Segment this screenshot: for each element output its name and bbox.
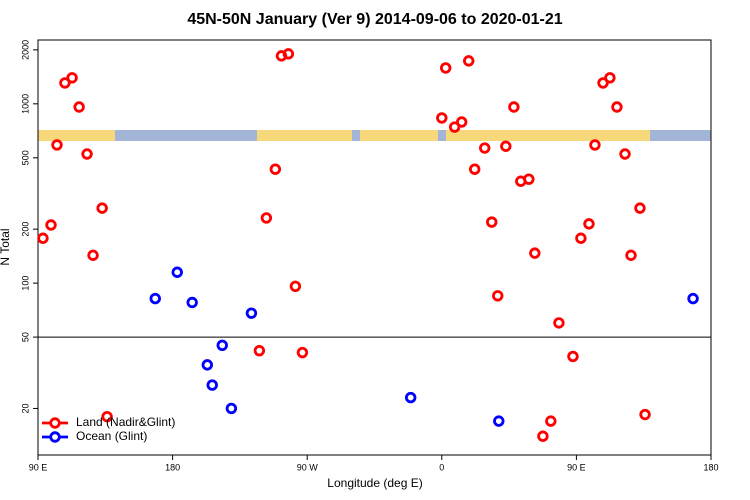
point — [545, 415, 557, 427]
plot-frame — [37, 39, 712, 456]
y-tick-label: 50 — [20, 332, 30, 342]
point — [269, 163, 282, 175]
point — [639, 408, 651, 421]
point — [37, 232, 49, 244]
point — [253, 344, 266, 357]
point — [463, 55, 475, 67]
point — [81, 148, 93, 160]
y-tick-label: 20 — [20, 403, 30, 413]
x-tick-label: 90 E — [567, 462, 586, 472]
point — [87, 249, 99, 261]
point — [493, 415, 505, 427]
point — [206, 379, 218, 391]
point — [575, 232, 587, 244]
y-tick-label: 1000 — [20, 94, 30, 114]
point — [73, 101, 85, 113]
legend-label: Ocean (Glint) — [76, 429, 147, 443]
point — [479, 142, 491, 154]
x-tick-label: 90 E — [29, 462, 48, 472]
legend-label: Land (Nadir&Glint) — [76, 415, 175, 429]
point — [171, 266, 183, 278]
land-ocean-strip — [38, 130, 711, 141]
legend-marker — [49, 431, 61, 443]
point — [583, 218, 595, 230]
point — [508, 101, 520, 113]
x-tick-label: 0 — [439, 462, 444, 472]
point — [101, 410, 113, 423]
point — [469, 163, 481, 175]
land-strip — [38, 130, 115, 141]
point — [619, 148, 631, 160]
x-tick-label: 180 — [703, 462, 718, 472]
point — [625, 249, 637, 261]
y-tick-label: 100 — [20, 276, 30, 291]
point — [225, 402, 238, 415]
point — [537, 430, 549, 442]
point — [597, 77, 609, 89]
point — [455, 116, 468, 128]
point — [216, 339, 228, 352]
point — [553, 317, 565, 329]
point — [634, 202, 646, 214]
point — [611, 101, 623, 113]
point — [282, 48, 295, 60]
point — [486, 216, 498, 228]
point — [604, 72, 616, 84]
point — [404, 391, 417, 404]
point — [589, 139, 601, 151]
land-strip — [446, 130, 650, 141]
x-axis-label: Longitude (deg E) — [327, 476, 422, 490]
point — [59, 77, 71, 89]
y-tick-label: 2000 — [20, 40, 30, 60]
point — [45, 219, 57, 231]
point — [436, 112, 448, 124]
x-tick-label: 90 W — [297, 462, 319, 472]
point — [260, 212, 273, 224]
point — [66, 72, 78, 84]
point — [149, 292, 161, 305]
y-tick-label: 200 — [20, 222, 30, 237]
legend-marker — [49, 417, 61, 429]
chart-title: 45N-50N January (Ver 9) 2014-09-06 to 20… — [187, 11, 562, 28]
point — [296, 346, 309, 359]
point — [51, 139, 63, 151]
y-tick-label: 500 — [20, 150, 30, 165]
x-tick-label: 180 — [165, 462, 180, 472]
point — [186, 296, 198, 309]
point — [523, 173, 535, 185]
point — [201, 359, 213, 371]
point — [529, 247, 541, 259]
point — [500, 140, 512, 152]
point — [245, 307, 258, 319]
point — [567, 350, 579, 363]
y-axis-label: N Total — [0, 228, 12, 265]
point — [289, 280, 302, 293]
point — [492, 290, 504, 302]
point — [439, 62, 452, 74]
point — [448, 121, 461, 133]
land-strip — [257, 130, 352, 141]
point — [96, 202, 108, 214]
point — [687, 292, 699, 305]
land-strip — [360, 130, 438, 141]
